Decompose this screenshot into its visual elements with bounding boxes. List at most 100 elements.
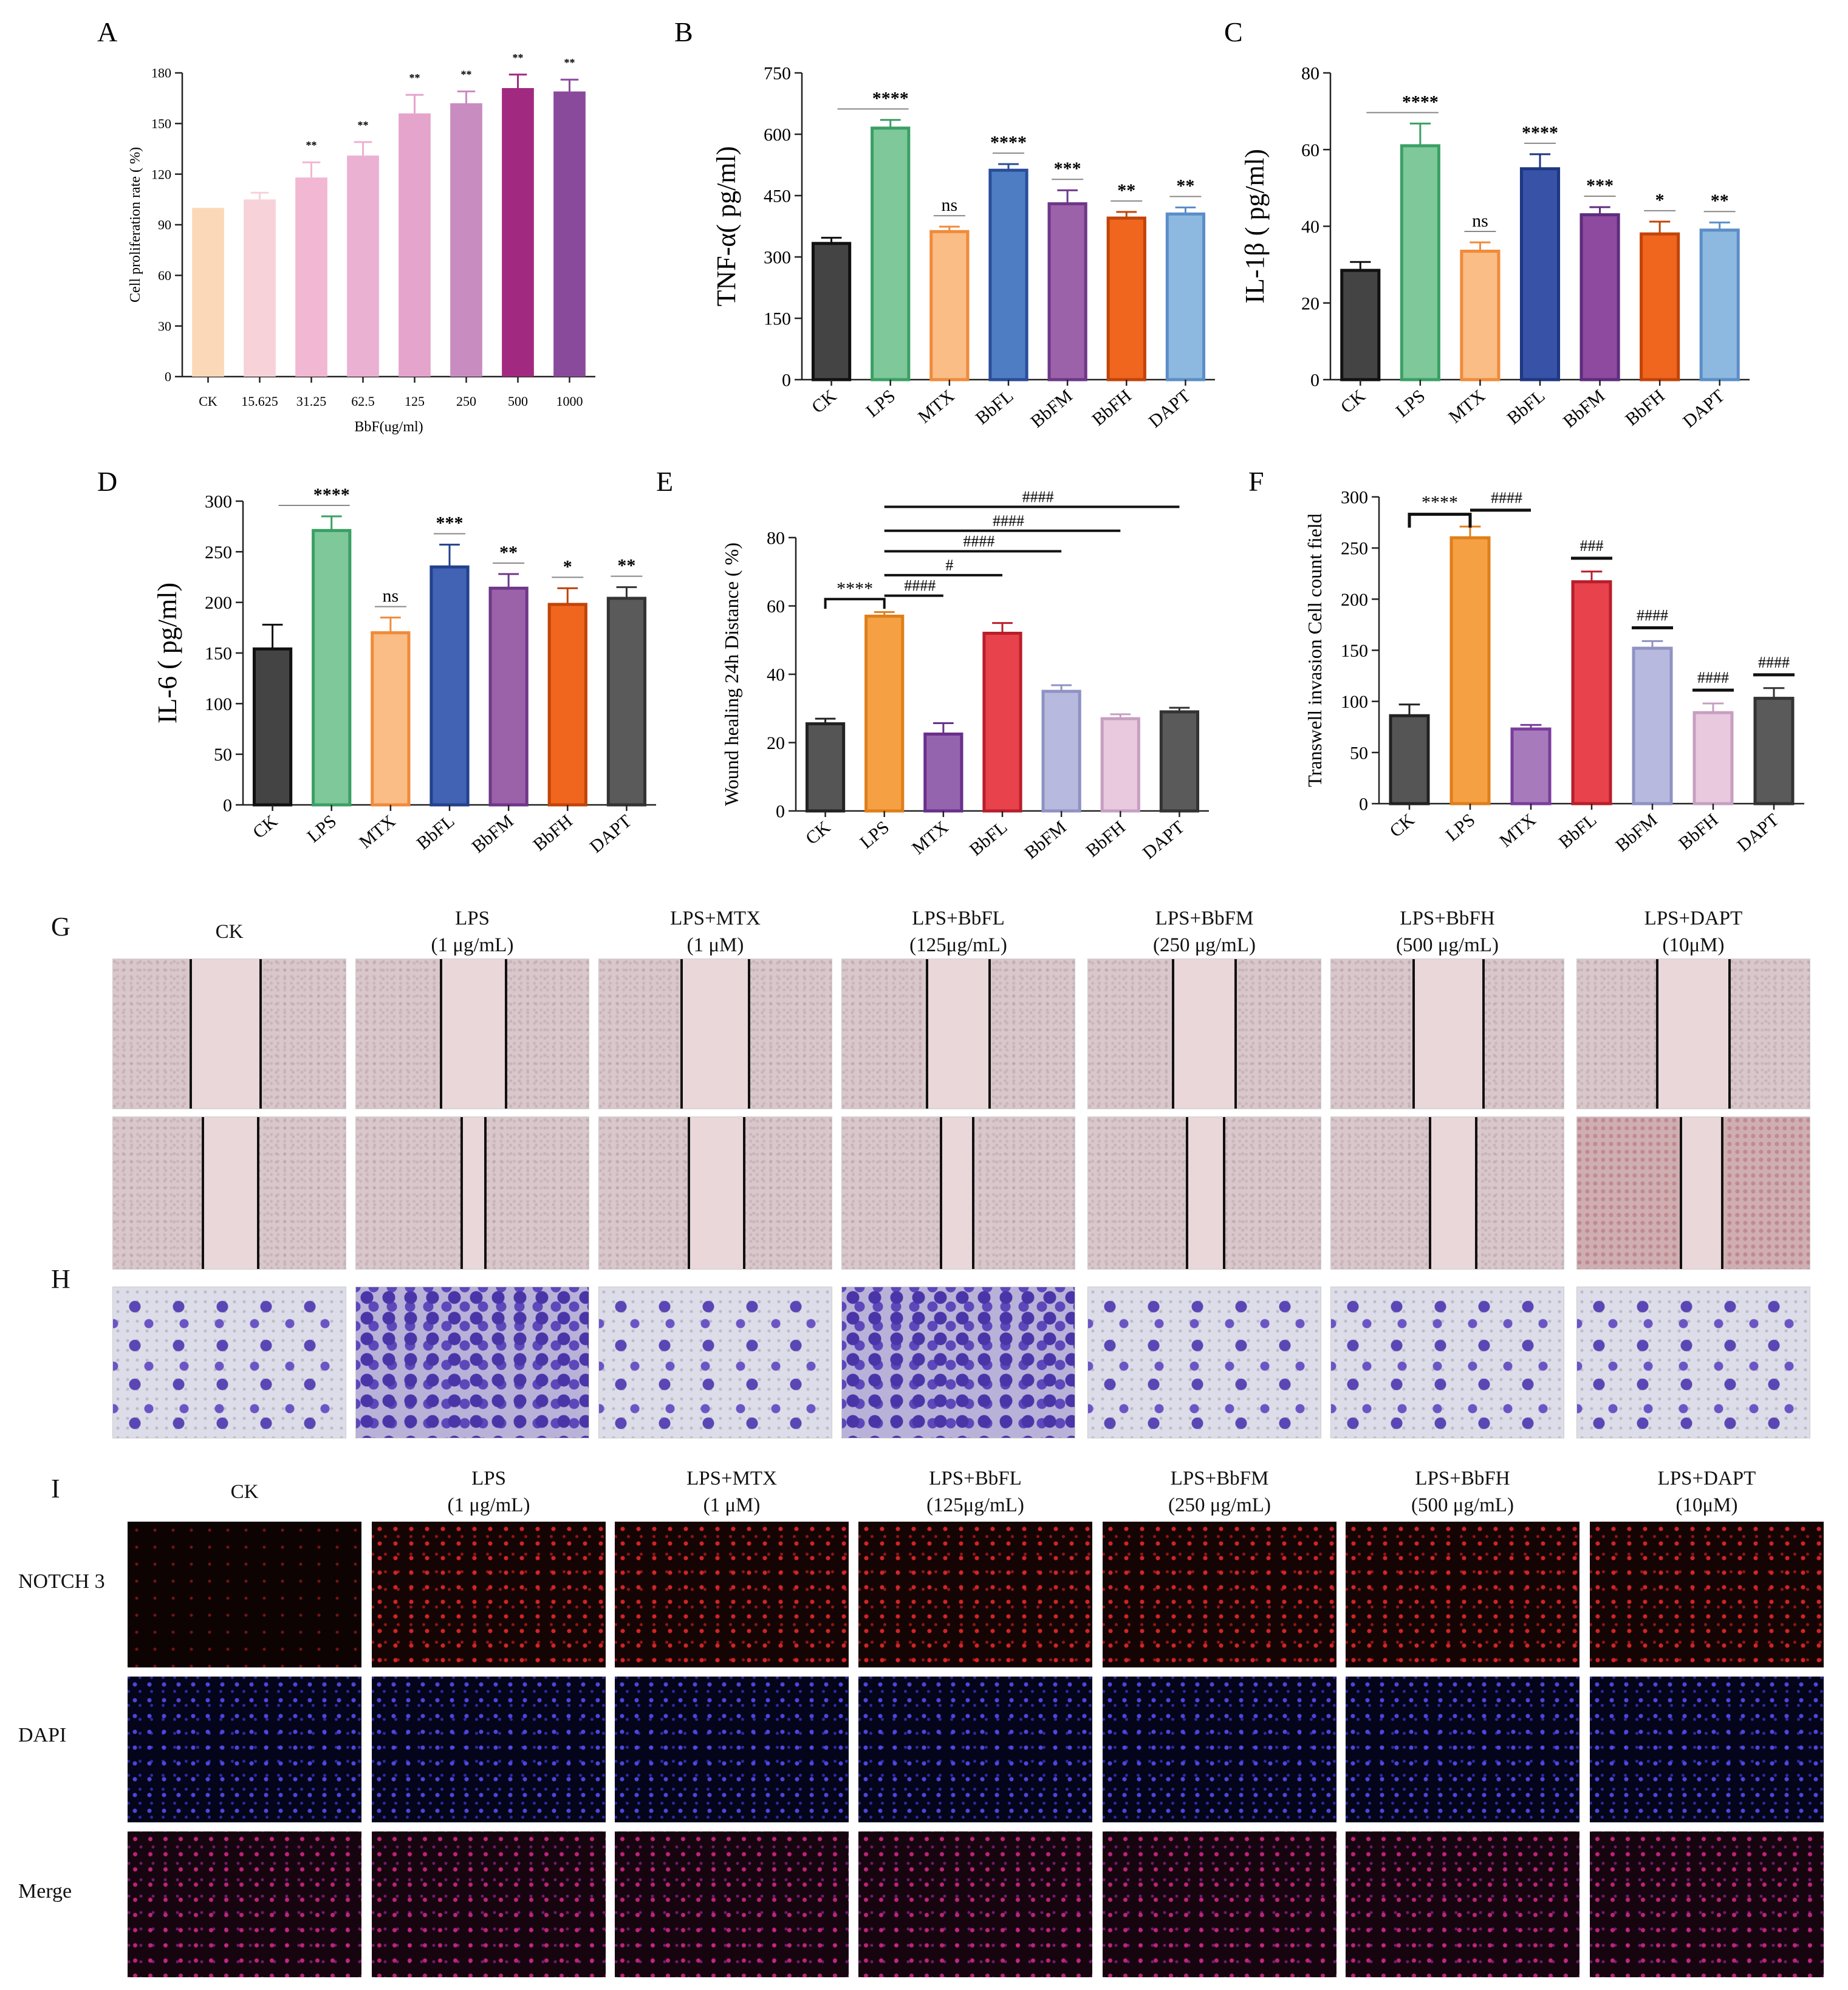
y-tick-label: 60 — [767, 597, 785, 617]
y-tick-label: 120 — [151, 166, 171, 182]
charts-svg: A 0 30 60 90 120 150 180 Cell proliferation rate… — [97, 16, 1804, 863]
sig-label: #### — [1637, 606, 1668, 624]
sig-label: #### — [1022, 488, 1054, 505]
wound-edge-line — [1234, 959, 1237, 1109]
column-label-line2: (125μg/mL) — [926, 1494, 1024, 1516]
x-tick-label: BbFM — [468, 811, 517, 857]
sig-label: ** — [1711, 191, 1729, 211]
transwell-image — [1330, 1287, 1564, 1438]
y-tick-label: 300 — [764, 248, 791, 268]
column-label-line2: (500 μg/mL) — [1396, 934, 1499, 956]
wound-edge-line — [687, 1117, 690, 1269]
wound-image-24h — [112, 1116, 346, 1270]
x-tick-label: 250 — [456, 394, 476, 409]
wound-edge-line — [484, 1117, 487, 1269]
column-label-line1: LPS+BbFM — [1155, 908, 1254, 929]
wound-image-24h — [841, 1116, 1075, 1270]
sig-label: ** — [1176, 176, 1194, 196]
x-tick-label: CK — [249, 811, 281, 843]
y-tick-label: 90 — [158, 217, 171, 233]
bar-1000 — [553, 91, 586, 377]
wound-image-24h — [1576, 1116, 1810, 1270]
wound-edge-line — [743, 1117, 746, 1269]
bar-DAPT — [1753, 697, 1795, 805]
notch3-image — [858, 1522, 1092, 1667]
x-tick-label: CK — [199, 394, 217, 409]
x-tick-label: BbFM — [1021, 817, 1070, 863]
wound-gap — [439, 959, 505, 1109]
x-tick-label: LPS — [303, 811, 340, 847]
bar-DAPT — [1699, 228, 1740, 381]
wound-gap — [1656, 959, 1728, 1109]
x-tick-label: DAPT — [586, 811, 635, 857]
bar-CK — [805, 722, 846, 813]
wound-edge-line — [1223, 1117, 1226, 1269]
wound-image-24h — [355, 1116, 589, 1270]
column-label-line1: LPS+MTX — [686, 1468, 777, 1489]
x-tick-label: BbFL — [413, 811, 459, 853]
column-label-line1: LPS+DAPT — [1657, 1468, 1756, 1489]
notch3-image — [615, 1522, 849, 1667]
sig-label: **** — [1422, 493, 1458, 513]
panel-letter: D — [97, 466, 117, 497]
column-label-g: LPS+BbFH (500 μg/mL) — [1318, 905, 1576, 959]
wound-edge-line — [257, 1117, 260, 1269]
row-label-i: Merge — [18, 1880, 72, 1903]
merge-image — [128, 1831, 361, 1977]
dapi-image — [858, 1677, 1092, 1822]
merge-image — [615, 1831, 849, 1977]
panel-letter: H — [51, 1264, 70, 1294]
x-tick-label: LPS — [1442, 810, 1479, 846]
wound-edge-line — [748, 959, 751, 1109]
y-tick-label: 750 — [764, 64, 791, 84]
x-tick-label: LPS — [1392, 386, 1429, 422]
y-tick-label: 200 — [1341, 590, 1368, 610]
sig-label: #### — [963, 533, 994, 550]
y-axis-label: Wound healing 24h Distance ( %) — [720, 542, 742, 806]
notch3-image — [1103, 1522, 1336, 1667]
y-tick-label: 80 — [767, 528, 785, 549]
x-tick-label: BbFH — [1088, 386, 1135, 429]
wound-gap — [201, 1117, 258, 1269]
x-tick-label: BbFL — [1555, 810, 1601, 852]
sig-label: **** — [1402, 92, 1439, 112]
bar-MTX — [929, 230, 970, 381]
sig-label: ** — [461, 69, 472, 81]
column-label-i: LPS+DAPT (10μM) — [1578, 1465, 1836, 1519]
column-label-line2: (1 μg/mL) — [431, 934, 514, 956]
y-tick-label: 0 — [1310, 371, 1319, 391]
sig-label: *** — [436, 513, 464, 533]
wound-gap — [1171, 959, 1235, 1109]
y-tick-label: 100 — [205, 694, 232, 714]
sig-label: #### — [1697, 669, 1729, 686]
x-tick-label: MTX — [355, 811, 400, 852]
bar-BbFL — [429, 565, 470, 807]
x-tick-label: 1000 — [556, 394, 583, 409]
x-tick-label: DAPT — [1733, 810, 1782, 856]
y-tick-label: 300 — [1341, 488, 1368, 508]
transwell-image — [112, 1287, 346, 1438]
x-tick-label: CK — [802, 817, 834, 849]
y-tick-label: 50 — [1350, 743, 1368, 763]
wound-image-0h — [841, 959, 1075, 1109]
y-tick-label: 30 — [158, 318, 171, 333]
wound-edge-line — [505, 959, 508, 1109]
wound-gap — [190, 959, 260, 1109]
y-tick-label: 40 — [767, 665, 785, 685]
x-tick-label: LPS — [856, 817, 893, 853]
column-label-line2: (250 μg/mL) — [1153, 934, 1256, 956]
column-label-g: LPS+BbFL (125μg/mL) — [829, 905, 1087, 959]
wound-gap — [1428, 1117, 1476, 1269]
x-tick-label: DAPT — [1679, 386, 1728, 432]
wound-edge-line — [201, 1117, 204, 1269]
dapi-image — [372, 1677, 606, 1822]
wound-edge-line — [1482, 959, 1485, 1109]
panel-letter: E — [656, 466, 673, 497]
bar-DAPT — [1165, 212, 1206, 381]
column-label-i: LPS (1 μg/mL) — [360, 1465, 618, 1519]
wound-gap — [1185, 1117, 1223, 1269]
y-tick-label: 40 — [1301, 217, 1319, 237]
sig-label: * — [563, 556, 572, 576]
column-label-line2: (10μM) — [1675, 1494, 1738, 1516]
column-label-i: LPS+BbFL (125μg/mL) — [846, 1465, 1104, 1519]
